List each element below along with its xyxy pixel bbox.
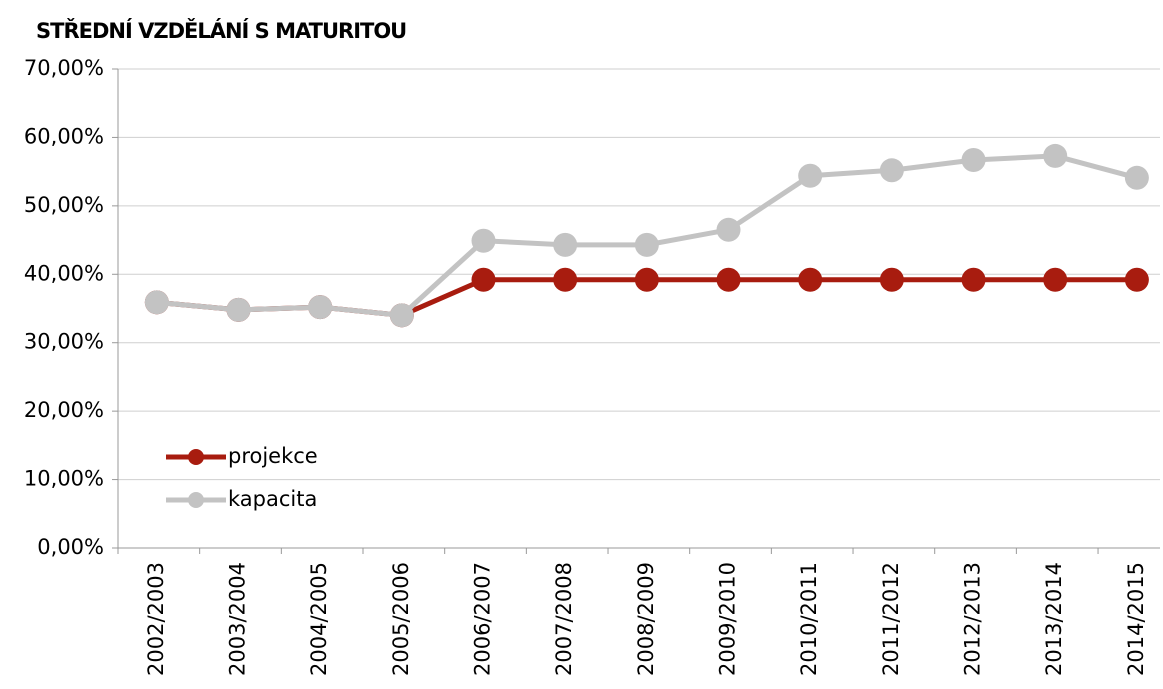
x-tick-label: 2010/2011: [797, 562, 821, 676]
x-tick-label: 2007/2008: [552, 562, 576, 676]
point: [879, 267, 904, 292]
x-tick-label: 2012/2013: [961, 562, 985, 676]
point: [1124, 165, 1149, 190]
x-tick-label: 2011/2012: [879, 562, 903, 676]
point: [961, 148, 986, 173]
x-tick-label: 2006/2007: [471, 562, 495, 676]
point: [553, 232, 578, 257]
point: [471, 228, 496, 253]
point: [634, 267, 659, 292]
legend-marker: [188, 449, 204, 465]
y-tick-label: 30,00%: [24, 330, 104, 354]
point: [716, 217, 741, 242]
x-tick-label: 2008/2009: [634, 562, 658, 676]
y-tick-label: 20,00%: [24, 398, 104, 422]
point: [553, 267, 578, 292]
x-tick-label: 2013/2014: [1042, 562, 1066, 676]
legend-marker: [188, 492, 204, 508]
point: [144, 290, 169, 315]
point: [308, 295, 333, 320]
point: [798, 163, 823, 188]
point: [879, 158, 904, 183]
x-tick-label: 2009/2010: [716, 562, 740, 676]
point: [798, 267, 823, 292]
point: [716, 267, 741, 292]
point: [389, 303, 414, 328]
x-tick-label: 2004/2005: [307, 562, 331, 676]
y-tick-label: 50,00%: [24, 193, 104, 217]
x-tick-label: 2002/2003: [144, 562, 168, 676]
y-tick-label: 40,00%: [24, 261, 104, 285]
point: [226, 297, 251, 322]
x-tick-label: 2005/2006: [389, 562, 413, 676]
point: [634, 232, 659, 257]
chart-title: STŘEDNÍ VZDĚLÁNÍ S MATURITOU: [36, 18, 406, 43]
point: [961, 267, 986, 292]
point: [1043, 143, 1068, 168]
y-tick-label: 0,00%: [37, 535, 104, 559]
x-tick-label: 2003/2004: [226, 562, 250, 676]
legend-label: projekce: [228, 444, 318, 468]
y-tick-label: 10,00%: [24, 467, 104, 491]
x-tick-label: 2014/2015: [1124, 562, 1148, 676]
legend-label: kapacita: [228, 487, 317, 511]
y-tick-label: 60,00%: [24, 124, 104, 148]
point: [1043, 267, 1068, 292]
point: [471, 267, 496, 292]
point: [1124, 267, 1149, 292]
y-tick-label: 70,00%: [24, 56, 104, 80]
